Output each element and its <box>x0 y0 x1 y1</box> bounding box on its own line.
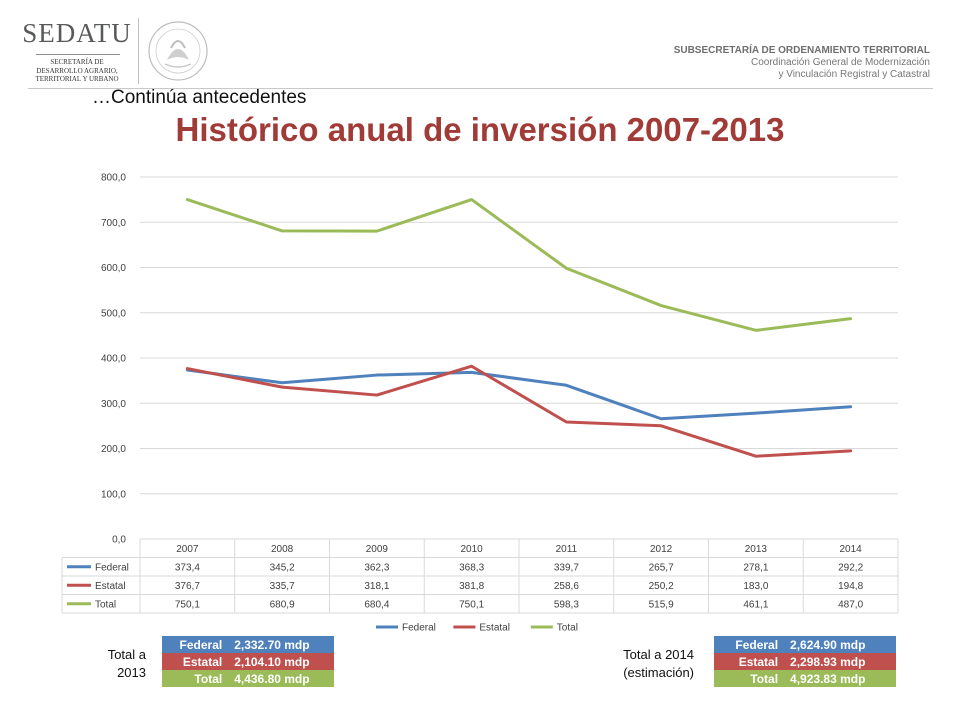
data-label: 362,3 <box>364 563 389 574</box>
totals-row-estatal: Estatal 2,104.10 mdp <box>162 653 334 670</box>
logo-text: SEDATU <box>22 18 132 48</box>
totals-value: 4,436.80 mdp <box>228 670 334 687</box>
data-label: 194,8 <box>838 581 863 592</box>
data-label: 335,7 <box>270 581 295 592</box>
header-rule <box>28 88 933 89</box>
unit-line: Coordinación General de Modernización <box>751 57 930 68</box>
totals-value: 2,104.10 mdp <box>228 653 334 670</box>
page-title: Histórico anual de inversión 2007-2013 <box>175 111 785 148</box>
data-label: 292,2 <box>838 563 863 574</box>
x-tick-label: 2009 <box>366 544 389 555</box>
totals-row-total: Total 4,436.80 mdp <box>162 670 334 687</box>
data-label: 376,7 <box>175 581 200 592</box>
data-label: 258,6 <box>554 581 579 592</box>
legend-label: Federal <box>402 623 436 634</box>
x-tick-label: 2008 <box>271 544 294 555</box>
sedatu-logo: SEDATU SECRETARÍA DE DESARROLLO AGRARIO,… <box>22 18 132 84</box>
x-tick-label: 2012 <box>650 544 673 555</box>
line-chart: 0,0 100,0 200,0 300,0 400,0 500,0 600,0 700,0 80… <box>61 173 899 634</box>
data-label: 598,3 <box>554 600 579 611</box>
totals-row-federal: Federal 2,624.90 mdp <box>714 636 896 653</box>
totals-label: Federal <box>714 636 785 653</box>
data-label: 373,4 <box>175 563 200 574</box>
totals-2014-table: Federal 2,624.90 mdp Estatal 2,298.93 md… <box>714 636 896 687</box>
legend-label: Total <box>557 623 578 634</box>
data-label: 278,1 <box>743 563 768 574</box>
totals-2014-label: Total a 2014 (estimación) <box>590 646 694 682</box>
x-tick-label: 2013 <box>745 544 768 555</box>
series-line-total <box>185 198 853 332</box>
x-tick-label: 2011 <box>556 544 578 555</box>
totals-value: 2,332.70 mdp <box>228 636 334 653</box>
y-tick-label: 300,0 <box>101 399 126 410</box>
logo-subtitle-line: DESARROLLO AGRARIO, <box>36 66 118 75</box>
data-label: 680,9 <box>270 600 295 611</box>
data-label: 250,2 <box>649 581 674 592</box>
y-tick-label: 700,0 <box>101 218 126 229</box>
data-label: 183,0 <box>743 581 768 592</box>
data-label: 381,8 <box>459 581 484 592</box>
totals-row-total: Total 4,923.83 mdp <box>714 670 896 687</box>
totals-label: Federal <box>162 636 229 653</box>
totals-label: Estatal <box>162 653 229 670</box>
data-label: 339,7 <box>554 563 579 574</box>
unit-title: SUBSECRETARÍA DE ORDENAMIENTO TERRITORIA… <box>673 45 930 56</box>
data-label: 318,1 <box>364 581 389 592</box>
totals-2014-label-line: Total a 2014 <box>623 647 694 662</box>
y-tick-label: 100,0 <box>101 489 126 500</box>
logo-subtitle-line: TERRITORIAL Y URBANO <box>35 75 119 83</box>
series-line-federal <box>185 368 853 421</box>
totals-label: Estatal <box>714 653 785 670</box>
x-tick-label: 2007 <box>176 544 199 555</box>
unit-header: SUBSECRETARÍA DE ORDENAMIENTO TERRITORIA… <box>674 45 930 81</box>
unit-line: y Vinculación Registral y Catastral <box>778 69 930 80</box>
x-tick-label: 2014 <box>840 544 863 555</box>
data-label: 345,2 <box>270 563 295 574</box>
y-tick-label: 200,0 <box>101 444 126 455</box>
y-tick-label: 500,0 <box>101 308 126 319</box>
totals-value: 2,298.93 mdp <box>784 653 896 670</box>
data-label: 515,9 <box>649 600 674 611</box>
x-tick-label: 2010 <box>461 544 484 555</box>
table-series-label: Estatal <box>95 581 126 592</box>
totals-2013-table: Federal 2,332.70 mdp Estatal 2,104.10 md… <box>162 636 334 687</box>
data-label: 461,1 <box>743 600 768 611</box>
data-label: 265,7 <box>649 563 674 574</box>
totals-label: Total <box>714 670 785 687</box>
data-label: 750,1 <box>175 600 200 611</box>
totals-2013-label-line: 2013 <box>117 665 146 680</box>
table-series-label: Federal <box>95 563 129 574</box>
data-label: 487,0 <box>838 600 863 611</box>
legend-label: Estatal <box>479 623 510 634</box>
logo-divider <box>138 18 139 84</box>
totals-value: 4,923.83 mdp <box>784 670 896 687</box>
data-label: 750,1 <box>459 600 484 611</box>
totals-2013-label-line: Total a <box>107 647 146 662</box>
totals-2014-label-line: (estimación) <box>623 665 694 680</box>
totals-row-estatal: Estatal 2,298.93 mdp <box>714 653 896 670</box>
data-label: 680,4 <box>364 600 389 611</box>
logo-rule <box>36 54 120 55</box>
logo-subtitle: SECRETARÍA DE DESARROLLO AGRARIO, TERRIT… <box>22 58 132 84</box>
logo-subtitle-line: SECRETARÍA DE <box>50 58 104 66</box>
series-line-estatal <box>185 364 853 458</box>
table-series-label: Total <box>95 600 116 611</box>
y-tick-label: 600,0 <box>101 263 126 274</box>
totals-2013-label: Total a 2013 <box>60 646 146 682</box>
y-tick-label: 0,0 <box>112 535 126 546</box>
totals-value: 2,624.90 mdp <box>784 636 896 653</box>
y-tick-label: 800,0 <box>101 173 126 184</box>
coat-of-arms-icon <box>148 21 208 81</box>
y-tick-label: 400,0 <box>101 354 126 365</box>
data-label: 368,3 <box>459 563 484 574</box>
section-subtitle: …Continúa antecedentes <box>92 87 307 108</box>
totals-label: Total <box>162 670 229 687</box>
totals-row-federal: Federal 2,332.70 mdp <box>162 636 334 653</box>
